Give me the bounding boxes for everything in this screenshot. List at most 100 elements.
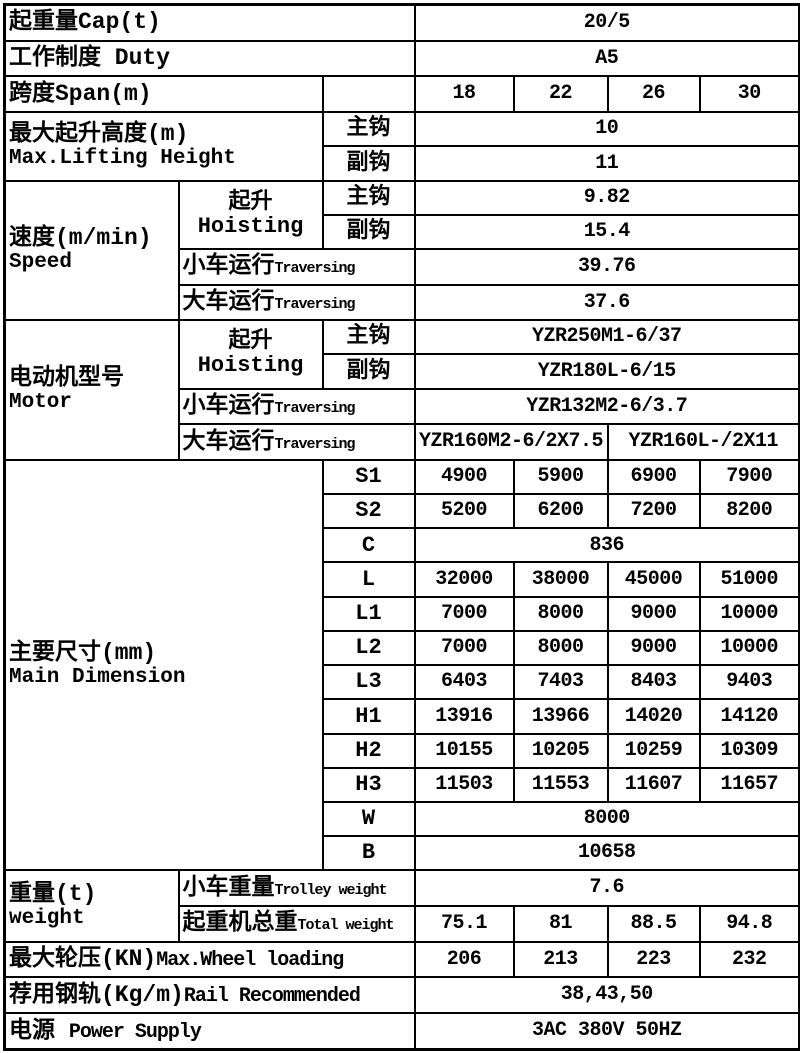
lifting-main-hook-label: 主钩: [321, 111, 416, 148]
row-dim-w: W 8000: [5, 800, 800, 838]
weight-total-v4: 94.8: [698, 904, 800, 943]
speed-main-hook-value: 9.82: [413, 179, 800, 216]
capacity-value: 20/5: [413, 3, 800, 42]
dimensions-label: 主要尺寸(mm) Main Dimension: [3, 458, 324, 872]
dim-l1-v4: 10000: [698, 595, 800, 632]
row-capacity: 起重量Cap(t) 20/5: [3, 3, 800, 42]
wheel-loading-label: 最大轮压(KN)Max.Wheel loading: [3, 940, 416, 979]
dim-l3-v2: 7403: [512, 664, 609, 701]
wheel-loading-zh: 最大轮压(KN): [9, 946, 157, 972]
speed-crane-en: Traversing: [274, 295, 356, 313]
dim-name-c: C: [321, 527, 416, 564]
dim-h1-v1: 13916: [413, 698, 515, 735]
row-dim-b: B 10658: [5, 835, 800, 872]
motor-trolley-label: 小车运行Traversing: [177, 387, 416, 426]
dimensions-label-en: Main Dimension: [9, 666, 186, 690]
dim-l3-v4: 9403: [698, 664, 800, 701]
row-speed-trolley: 小车运行Traversing 39.76: [5, 247, 800, 286]
lifting-aux-hook-label: 副钩: [321, 145, 416, 182]
lifting-aux-hook-value: 11: [413, 145, 800, 182]
speed-label-zh: 速度(m/min): [9, 225, 152, 252]
dim-w-value: 8000: [413, 800, 800, 838]
dim-s2-v3: 7200: [606, 493, 701, 530]
speed-trolley-zh: 小车运行: [182, 253, 275, 280]
weight-trolley-en: Trolley weight: [274, 881, 388, 899]
rail-label-zh: 荐用钢轨(Kg/m): [9, 981, 184, 1008]
row-dim-h2: H2 10155 10205 10259 10309: [5, 732, 800, 769]
span-label: 跨度Span(m): [3, 75, 324, 114]
speed-label-en: Speed: [9, 251, 73, 275]
spec-table: 起重量Cap(t) 20/5 工作制度 Duty A5 跨度Span(m) 18…: [3, 3, 800, 1051]
dim-l-v1: 32000: [413, 561, 515, 598]
row-rail: 荐用钢轨(Kg/m)Rail Recommended 38,43,50: [3, 976, 800, 1014]
motor-crane-value-b: YZR160L-/2X11: [606, 423, 800, 461]
row-dim-h3: H3 11503 11553 11607 11657: [5, 766, 800, 803]
rail-value: 38,43,50: [413, 976, 800, 1014]
dim-name-h1: H1: [321, 698, 416, 735]
motor-trolley-zh: 小车运行: [182, 393, 275, 419]
motor-hoisting-label: 起升 Hoisting: [177, 319, 324, 390]
lifting-height-label-zh: 最大起升高度(m): [9, 121, 189, 148]
speed-trolley-value: 39.76: [413, 247, 800, 286]
row-lifting-height-aux: 副钩 11: [5, 145, 800, 182]
span-value-22: 22: [512, 75, 609, 114]
lifting-height-label-en: Max.Lifting Height: [9, 147, 236, 171]
dim-h1-v4: 14120: [698, 698, 800, 735]
motor-main-hook-value: YZR250M1-6/37: [413, 319, 800, 356]
dim-h2-v2: 10205: [512, 732, 609, 769]
row-motor-hoist-aux: 副钩 YZR180L-6/15: [5, 353, 800, 390]
speed-crane-value: 37.6: [413, 283, 800, 322]
speed-crane-label: 大车运行Traversing: [177, 283, 416, 322]
row-speed-hoist-main: 速度(m/min) Speed 起升 Hoisting 主钩 9.82: [3, 179, 800, 322]
dim-name-h3: H3: [321, 766, 416, 803]
weight-label: 重量(t) weight: [3, 869, 180, 943]
weight-total-v3: 88.5: [606, 904, 701, 943]
dim-s2-v1: 5200: [413, 493, 515, 530]
wheel-loading-v1: 206: [413, 940, 515, 979]
speed-main-hook-label: 主钩: [321, 179, 416, 216]
speed-aux-hook-value: 15.4: [413, 213, 800, 250]
dim-l3-v1: 6403: [413, 664, 515, 701]
dim-l2-v1: 7000: [413, 629, 515, 667]
row-speed-hoist-aux: 副钩 15.4: [5, 213, 800, 250]
motor-hoisting-zh: 起升: [228, 329, 273, 355]
speed-hoisting-zh: 起升: [228, 189, 273, 215]
weight-total-label: 起重机总重Total weight: [177, 904, 416, 943]
motor-trolley-value: YZR132M2-6/3.7: [413, 387, 800, 426]
weight-total-en: Total weight: [297, 917, 395, 935]
motor-aux-hook-label: 副钩: [321, 353, 416, 390]
motor-label-zh: 电动机型号: [9, 364, 124, 391]
dim-name-w: W: [321, 800, 416, 838]
row-power: 电源 Power Supply 3AC 380V 50HZ: [3, 1011, 800, 1051]
speed-hoisting-label: 起升 Hoisting: [177, 179, 324, 250]
dim-name-h2: H2: [321, 732, 416, 769]
dim-name-s1: S1: [321, 458, 416, 496]
dim-s2-v2: 6200: [512, 493, 609, 530]
row-motor-hoist-main: 电动机型号 Motor 起升 Hoisting 主钩 YZR250M1-6/37: [3, 319, 800, 461]
dim-s1-v4: 7900: [698, 458, 800, 496]
dim-h2-v1: 10155: [413, 732, 515, 769]
wheel-loading-en: Max.Wheel loading: [156, 949, 344, 972]
motor-crane-label: 大车运行Traversing: [177, 423, 416, 461]
motor-trolley-en: Traversing: [274, 400, 356, 417]
weight-total-v1: 75.1: [413, 904, 515, 943]
row-dim-l2: L2 7000 8000 9000 10000: [5, 629, 800, 667]
dim-h2-v3: 10259: [606, 732, 701, 769]
dim-s1-v1: 4900: [413, 458, 515, 496]
duty-label: 工作制度 Duty: [3, 39, 416, 78]
speed-crane-zh: 大车运行: [182, 288, 275, 315]
dim-l1-v2: 8000: [512, 595, 609, 632]
row-lifting-height-main: 最大起升高度(m) Max.Lifting Height 主钩 10: [3, 111, 800, 182]
dim-l1-v1: 7000: [413, 595, 515, 632]
motor-hoisting-en: Hoisting: [197, 353, 304, 379]
lifting-main-hook-value: 10: [413, 111, 800, 148]
dim-l2-v2: 8000: [512, 629, 609, 667]
dim-h1-v3: 14020: [606, 698, 701, 735]
dim-h3-v4: 11657: [698, 766, 800, 803]
power-label-zh: 电源: [9, 1017, 55, 1044]
span-empty-cell: [321, 75, 416, 114]
row-weight-total: 起重机总重Total weight 75.1 81 88.5 94.8: [5, 904, 800, 943]
weight-total-zh: 起重机总重: [182, 910, 298, 937]
row-speed-crane: 大车运行Traversing 37.6: [5, 283, 800, 322]
dim-h3-v2: 11553: [512, 766, 609, 803]
